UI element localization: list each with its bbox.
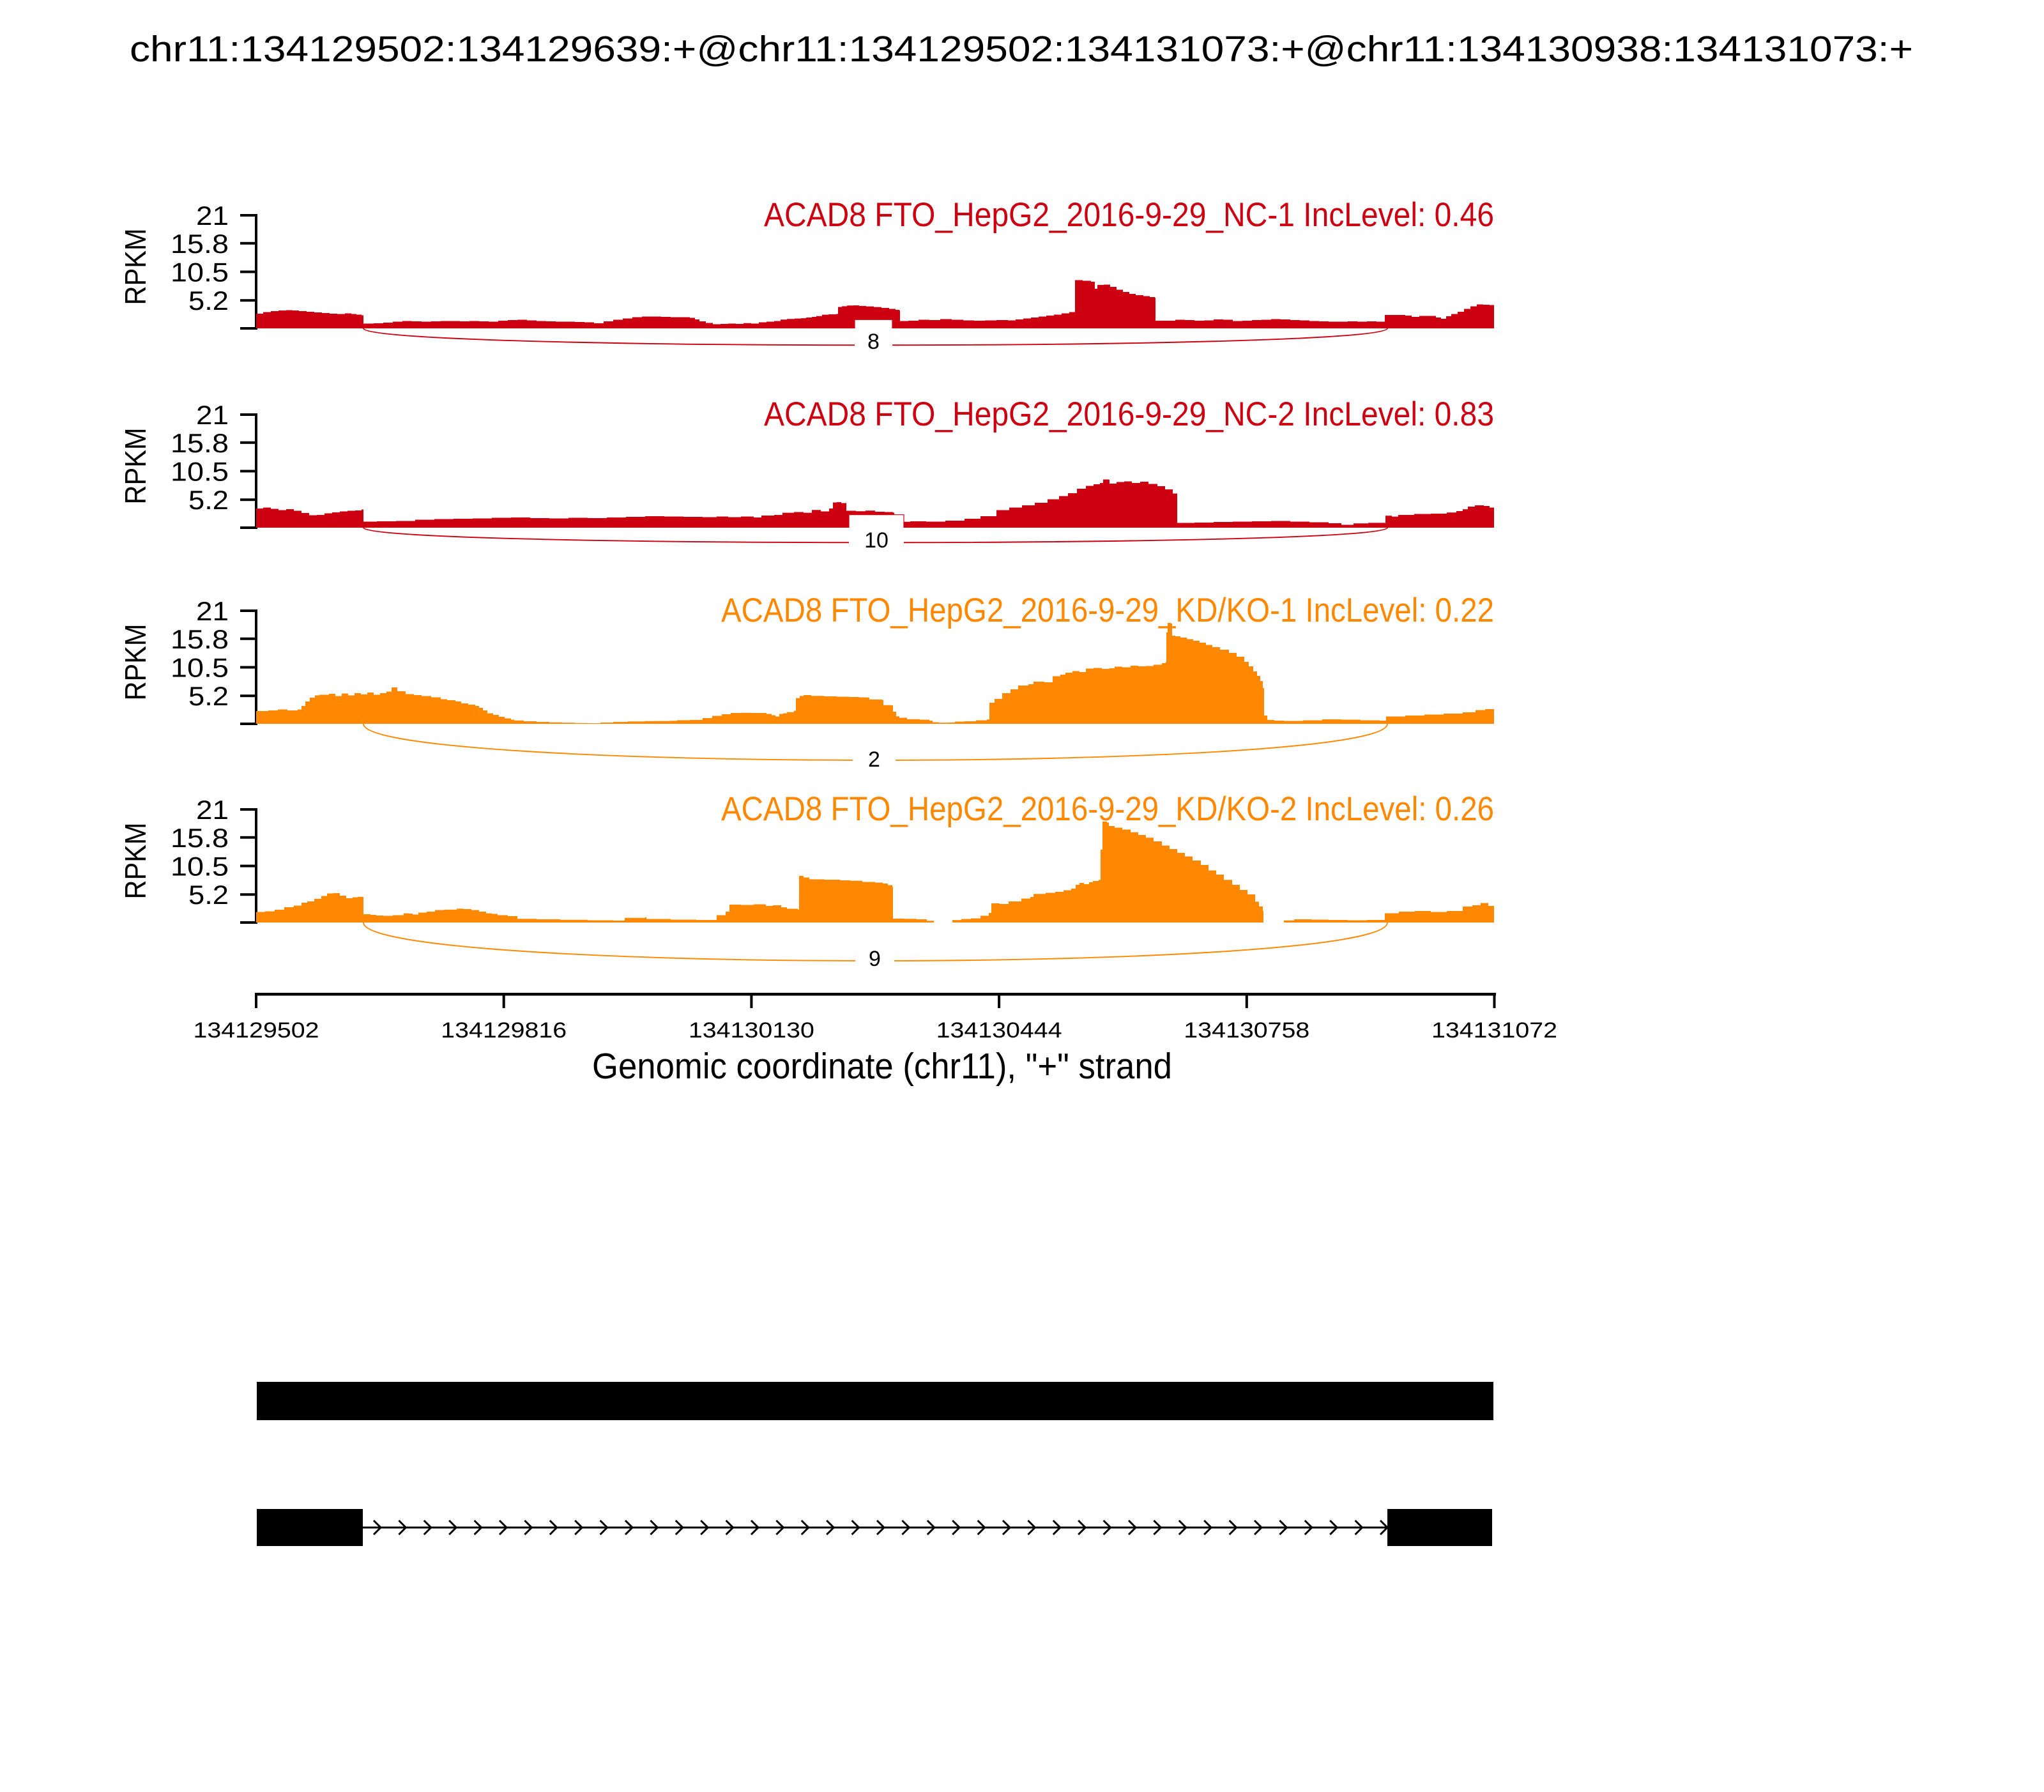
svg-text:ACAD8 FTO_HepG2_2016-9-29_NC-2: ACAD8 FTO_HepG2_2016-9-29_NC-2 IncLevel:…	[764, 395, 1494, 433]
svg-text:10.5: 10.5	[171, 257, 229, 287]
svg-text:2: 2	[868, 747, 880, 772]
svg-text:ACAD8 FTO_HepG2_2016-9-29_NC-1: ACAD8 FTO_HepG2_2016-9-29_NC-1 IncLevel:…	[764, 196, 1494, 234]
svg-text:Genomic coordinate (chr11), "+: Genomic coordinate (chr11), "+" strand	[592, 1046, 1172, 1087]
svg-text:134129502: 134129502	[194, 1018, 319, 1043]
svg-text:5.2: 5.2	[188, 681, 229, 711]
svg-text:ACAD8 FTO_HepG2_2016-9-29_KD/K: ACAD8 FTO_HepG2_2016-9-29_KD/KO-2 IncLev…	[721, 790, 1494, 828]
svg-text:9: 9	[869, 947, 881, 971]
svg-text:RPKM: RPKM	[119, 229, 152, 305]
svg-text:10.5: 10.5	[171, 852, 229, 882]
svg-text:5.2: 5.2	[188, 286, 229, 316]
svg-text:5.2: 5.2	[188, 485, 229, 515]
svg-text:134130758: 134130758	[1184, 1018, 1309, 1043]
svg-text:RPKM: RPKM	[119, 624, 152, 701]
svg-text:ACAD8 FTO_HepG2_2016-9-29_KD/K: ACAD8 FTO_HepG2_2016-9-29_KD/KO-1 IncLev…	[721, 592, 1494, 629]
svg-text:21: 21	[196, 795, 229, 825]
svg-text:15.8: 15.8	[171, 229, 229, 259]
svg-text:8: 8	[867, 330, 880, 354]
svg-text:15.8: 15.8	[171, 823, 229, 853]
svg-text:chr11:134129502:134129639:+@ch: chr11:134129502:134129639:+@chr11:134129…	[130, 29, 1913, 70]
svg-text:21: 21	[196, 201, 229, 231]
svg-text:10.5: 10.5	[171, 457, 229, 487]
svg-text:RPKM: RPKM	[119, 823, 152, 900]
svg-text:134129816: 134129816	[441, 1018, 567, 1043]
svg-text:RPKM: RPKM	[119, 428, 152, 505]
svg-text:10: 10	[864, 528, 889, 553]
svg-text:15.8: 15.8	[171, 428, 229, 458]
svg-text:134130444: 134130444	[936, 1018, 1062, 1043]
svg-text:134130130: 134130130	[689, 1018, 814, 1043]
svg-text:5.2: 5.2	[188, 880, 229, 910]
svg-text:134131072: 134131072	[1431, 1018, 1557, 1043]
svg-text:21: 21	[196, 400, 229, 430]
svg-text:15.8: 15.8	[171, 624, 229, 654]
svg-text:10.5: 10.5	[171, 653, 229, 683]
svg-text:21: 21	[196, 596, 229, 626]
